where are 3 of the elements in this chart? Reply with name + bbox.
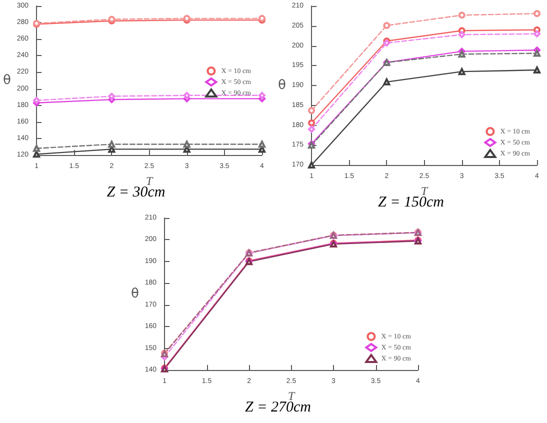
y-axis-title: θ [130,286,139,302]
y-axis-title: θ [278,78,286,93]
y-axis-title: θ [2,73,11,88]
